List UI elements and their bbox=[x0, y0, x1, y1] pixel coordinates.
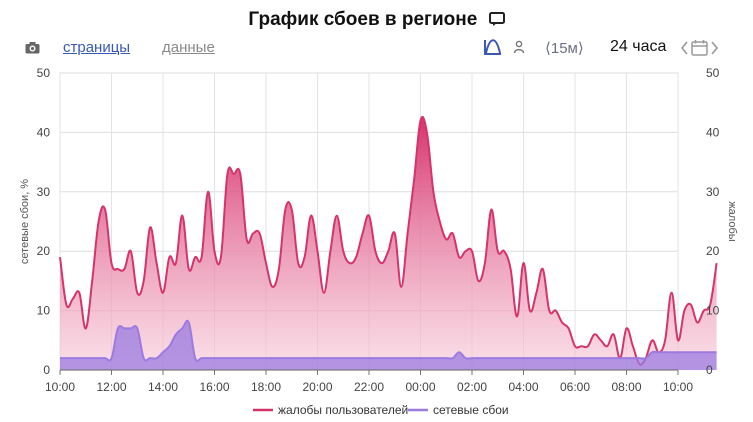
y-right-tick-label: 0 bbox=[706, 363, 713, 377]
series-line-outages bbox=[59, 319, 717, 362]
y-right-tick-label: 30 bbox=[706, 185, 720, 199]
x-tick-label: 00:00 bbox=[405, 380, 435, 394]
legend-item-outages[interactable]: сетевые сбои bbox=[408, 403, 509, 417]
x-tick-label: 08:00 bbox=[611, 380, 641, 394]
y-right-tick-label: 10 bbox=[706, 304, 720, 318]
series-area-complaints bbox=[60, 116, 717, 370]
interval-selector[interactable]: ⟨15м⟩ bbox=[545, 40, 584, 57]
chart-toolbar: страницы данные ⟨15м⟩ 24 часа bbox=[0, 36, 753, 60]
x-tick-label: 20:00 bbox=[302, 380, 332, 394]
chart-title-container: График сбоев в регионе bbox=[0, 9, 753, 33]
y-right-tick-label: 20 bbox=[706, 244, 720, 258]
x-tick-label: 18:00 bbox=[251, 380, 281, 394]
y-right-axis-label: жалобы bbox=[726, 201, 738, 241]
x-tick-label: 10:00 bbox=[45, 380, 75, 394]
y-left-tick-label: 30 bbox=[37, 185, 51, 199]
x-tick-label: 04:00 bbox=[508, 380, 538, 394]
camera-icon[interactable] bbox=[25, 41, 40, 58]
tab-data[interactable]: данные bbox=[162, 39, 215, 56]
speech-bubble-icon[interactable] bbox=[488, 11, 505, 33]
series-area-outages bbox=[60, 320, 717, 370]
legend-item-complaints[interactable]: жалобы пользователей bbox=[253, 403, 408, 417]
x-tick-label: 14:00 bbox=[148, 380, 178, 394]
x-tick-label: 22:00 bbox=[354, 380, 384, 394]
legend-label: сетевые сбои bbox=[433, 403, 509, 417]
calendar-icon[interactable] bbox=[680, 38, 720, 62]
y-left-tick-label: 10 bbox=[37, 304, 51, 318]
y-right-tick-label: 40 bbox=[706, 125, 720, 139]
x-tick-label: 02:00 bbox=[457, 380, 487, 394]
y-left-tick-label: 0 bbox=[43, 363, 50, 377]
x-tick-label: 06:00 bbox=[560, 380, 590, 394]
y-left-tick-label: 20 bbox=[37, 244, 51, 258]
x-tick-label: 10:00 bbox=[663, 380, 693, 394]
series-line-complaints bbox=[59, 115, 718, 366]
chart-title: График сбоев в регионе bbox=[248, 9, 478, 30]
x-tick-label: 16:00 bbox=[199, 380, 229, 394]
user-icon[interactable] bbox=[513, 40, 525, 58]
legend-label: жалобы пользователей bbox=[278, 403, 408, 417]
period-selector[interactable]: 24 часа bbox=[610, 38, 667, 55]
y-left-tick-label: 50 bbox=[37, 66, 51, 80]
x-tick-label: 12:00 bbox=[96, 380, 126, 394]
chart-curve-icon[interactable] bbox=[483, 38, 503, 60]
y-right-tick-label: 50 bbox=[706, 66, 720, 80]
y-left-tick-label: 40 bbox=[37, 125, 51, 139]
tab-pages[interactable]: страницы bbox=[63, 39, 131, 56]
y-left-axis-label: сетевые сбои, % bbox=[19, 179, 31, 264]
